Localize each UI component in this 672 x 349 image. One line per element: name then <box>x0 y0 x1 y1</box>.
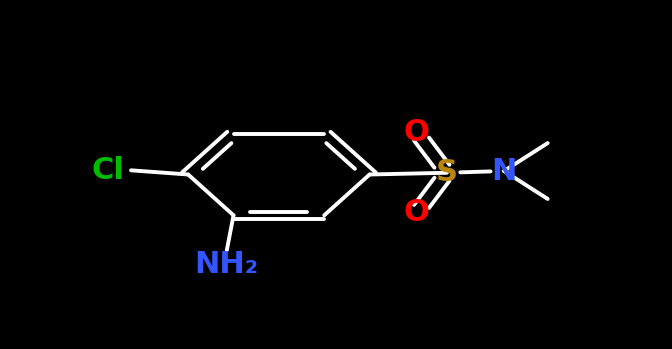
Text: NH₂: NH₂ <box>195 250 259 279</box>
Text: O: O <box>404 118 429 147</box>
Text: N: N <box>491 156 517 186</box>
Text: Cl: Cl <box>91 156 124 185</box>
Text: S: S <box>436 158 458 187</box>
Text: O: O <box>404 198 429 228</box>
